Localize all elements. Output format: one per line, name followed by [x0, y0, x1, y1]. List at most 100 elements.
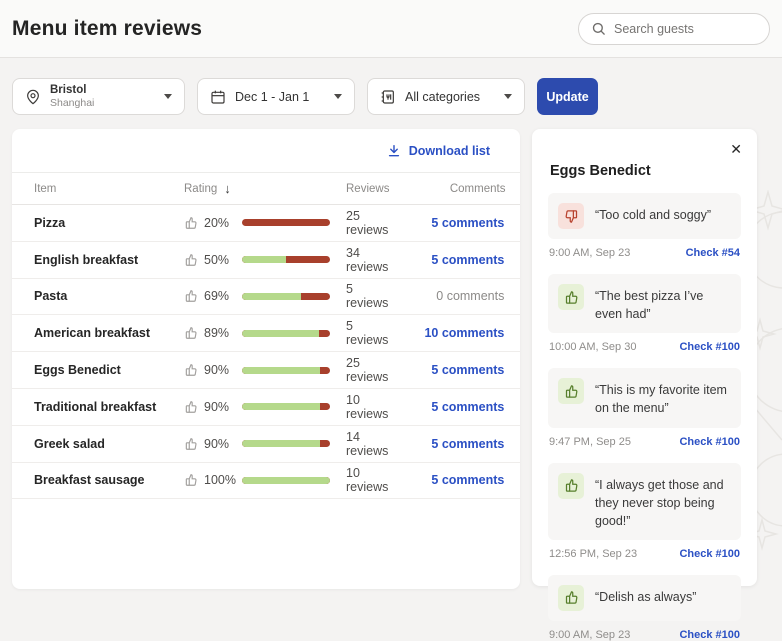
thumbs-up-icon	[184, 400, 198, 414]
item-detail-panel: ✕ Eggs Benedict “Too cold and soggy” 9:0…	[532, 129, 757, 586]
comment-block: “Too cold and soggy” 9:00 AM, Sep 23 Che…	[548, 193, 741, 259]
calendar-icon	[210, 89, 226, 105]
reviews-count: 5 reviews	[346, 319, 388, 347]
search-box[interactable]	[578, 13, 770, 45]
map-pin-icon	[25, 89, 41, 105]
thumbs-up-icon	[558, 378, 584, 404]
download-row: Download list	[12, 129, 520, 173]
table-row[interactable]: Traditional breakfast 90% 10 reviews 5 c…	[12, 389, 520, 426]
check-link[interactable]: Check #100	[679, 548, 740, 560]
thumbs-up-icon	[184, 326, 198, 340]
table-row[interactable]: Pizza 20% 25 reviews 5 comments	[12, 205, 520, 242]
comment-text: “Delish as always”	[595, 585, 696, 606]
location-secondary: Shanghai	[50, 97, 94, 109]
filter-bar: Bristol Shanghai Dec 1 - Jan 1 All categ…	[0, 58, 782, 115]
download-list-link[interactable]: Download list	[387, 144, 490, 158]
column-header-rating[interactable]: Rating ↓	[184, 181, 242, 196]
rating-cell: 90%	[184, 437, 242, 451]
close-icon[interactable]: ✕	[727, 139, 745, 159]
search-icon	[591, 21, 606, 36]
date-range-select[interactable]: Dec 1 - Jan 1	[197, 78, 355, 115]
item-name: Pasta	[34, 289, 184, 303]
comments-link[interactable]: 5 comments	[388, 437, 504, 451]
thumbs-up-icon	[184, 216, 198, 230]
table-row[interactable]: Greek salad 90% 14 reviews 5 comments	[12, 426, 520, 463]
comments-link[interactable]: 5 comments	[388, 216, 504, 230]
comment-text: “I always get those and they never stop …	[595, 473, 731, 530]
reviews-count: 14 reviews	[346, 430, 388, 458]
category-select[interactable]: All categories	[367, 78, 525, 115]
chevron-down-icon	[334, 94, 342, 99]
reviews-count: 34 reviews	[346, 246, 388, 274]
comment-footer: 10:00 AM, Sep 30 Check #100	[548, 341, 741, 353]
rating-value: 90%	[204, 363, 229, 377]
rating-value: 90%	[204, 437, 229, 451]
comments-link[interactable]: 5 comments	[388, 253, 504, 267]
check-link[interactable]: Check #54	[686, 247, 740, 259]
comment-footer: 9:00 AM, Sep 23 Check #54	[548, 247, 741, 259]
sort-descending-icon: ↓	[224, 181, 231, 196]
comments-link[interactable]: 5 comments	[388, 473, 504, 487]
thumbs-up-icon	[184, 253, 198, 267]
comment-card: “I always get those and they never stop …	[548, 463, 741, 540]
table-row[interactable]: English breakfast 50% 34 reviews 5 comme…	[12, 242, 520, 279]
search-input[interactable]	[614, 22, 757, 36]
comment-block: “This is my favorite item on the menu” 9…	[548, 368, 741, 447]
comment-card: “This is my favorite item on the menu”	[548, 368, 741, 427]
thumbs-up-icon	[184, 473, 198, 487]
chevron-down-icon	[164, 94, 172, 99]
rating-cell: 50%	[184, 253, 242, 267]
app-header: Menu item reviews	[0, 0, 782, 58]
rating-value: 89%	[204, 326, 229, 340]
comments-link[interactable]: 5 comments	[388, 363, 504, 377]
rating-bar	[242, 330, 330, 337]
table-row[interactable]: Eggs Benedict 90% 25 reviews 5 comments	[12, 352, 520, 389]
table-row[interactable]: Breakfast sausage 100% 10 reviews 5 comm…	[12, 463, 520, 500]
reviews-table-card: Download list Item Rating ↓ Reviews Comm…	[12, 129, 520, 589]
table-header-row: Item Rating ↓ Reviews Comments	[12, 173, 520, 205]
table-row[interactable]: Pasta 69% 5 reviews 0 comments	[12, 279, 520, 316]
rating-value: 20%	[204, 216, 229, 230]
download-icon	[387, 144, 401, 158]
item-name: English breakfast	[34, 253, 184, 267]
reviews-count: 25 reviews	[346, 209, 388, 237]
item-name: Greek salad	[34, 437, 184, 451]
rating-bar	[242, 219, 330, 226]
rating-value: 100%	[204, 473, 236, 487]
reviews-count: 5 reviews	[346, 282, 388, 310]
thumbs-up-icon	[558, 284, 584, 310]
rating-cell: 69%	[184, 289, 242, 303]
rating-value: 90%	[204, 400, 229, 414]
check-link[interactable]: Check #100	[679, 436, 740, 448]
item-name: Traditional breakfast	[34, 400, 184, 414]
check-link[interactable]: Check #100	[679, 629, 740, 641]
panel-title: Eggs Benedict	[550, 163, 741, 179]
comment-timestamp: 9:00 AM, Sep 23	[549, 247, 630, 259]
thumbs-up-icon	[184, 289, 198, 303]
comments-link[interactable]: 5 comments	[388, 400, 504, 414]
reviews-count: 10 reviews	[346, 466, 388, 494]
thumbs-down-icon	[558, 203, 584, 229]
comments-link[interactable]: 10 comments	[388, 326, 504, 340]
table-row[interactable]: American breakfast 89% 5 reviews 10 comm…	[12, 315, 520, 352]
item-name: Eggs Benedict	[34, 363, 184, 377]
location-select[interactable]: Bristol Shanghai	[12, 78, 185, 115]
comment-text: “This is my favorite item on the menu”	[595, 378, 731, 417]
comment-timestamp: 9:00 AM, Sep 23	[549, 629, 630, 641]
update-button[interactable]: Update	[537, 78, 598, 115]
comment-timestamp: 9:47 PM, Sep 25	[549, 436, 631, 448]
reviews-count: 25 reviews	[346, 356, 388, 384]
rating-cell: 89%	[184, 326, 242, 340]
comment-block: “The best pizza I’ve even had” 10:00 AM,…	[548, 274, 741, 353]
comment-card: “Delish as always”	[548, 575, 741, 621]
rating-value: 50%	[204, 253, 229, 267]
rating-bar	[242, 256, 330, 263]
location-primary: Bristol	[50, 84, 94, 97]
check-link[interactable]: Check #100	[679, 341, 740, 353]
item-name: Pizza	[34, 216, 184, 230]
rating-cell: 90%	[184, 400, 242, 414]
chevron-down-icon	[504, 94, 512, 99]
location-labels: Bristol Shanghai	[50, 84, 94, 109]
comment-block: “Delish as always” 9:00 AM, Sep 23 Check…	[548, 575, 741, 641]
comment-text: “The best pizza I’ve even had”	[595, 284, 731, 323]
